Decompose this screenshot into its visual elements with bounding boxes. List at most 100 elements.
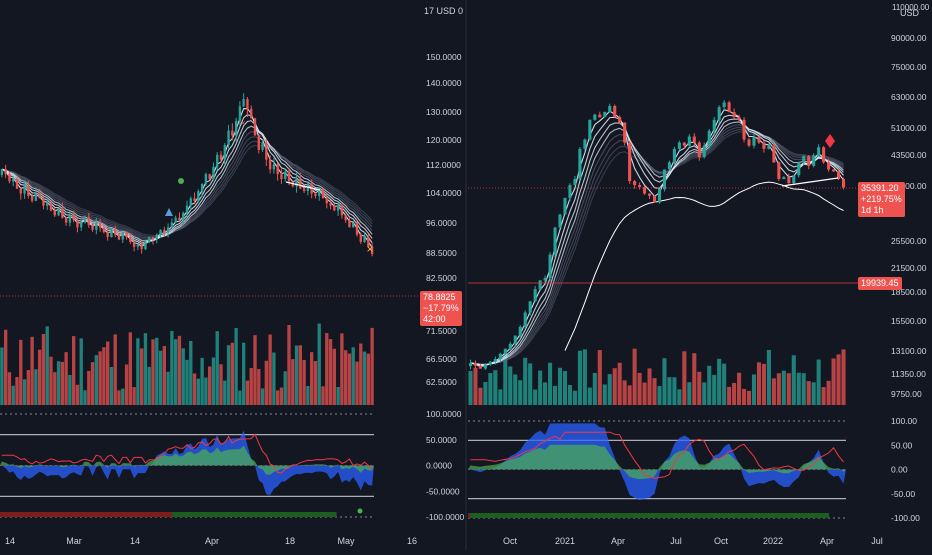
- candle-body: [129, 237, 132, 242]
- y-tick-label: 21500.00: [891, 263, 927, 273]
- candle-body: [792, 175, 796, 184]
- candle-body: [647, 193, 652, 196]
- volume-bar: [523, 357, 528, 405]
- candle-body: [98, 222, 102, 228]
- candle-body: [30, 195, 34, 201]
- volume-bar: [245, 380, 250, 405]
- volume-bar: [821, 387, 826, 405]
- candle-body: [603, 112, 607, 118]
- sell-cross-icon: ×: [240, 118, 245, 128]
- candle-body: [528, 301, 532, 313]
- volume-bar: [45, 326, 49, 405]
- candle-body: [231, 130, 234, 136]
- y-tick-label: 104.0000: [426, 188, 462, 198]
- volume-bar: [241, 342, 246, 405]
- x-tick-label: 2021: [555, 536, 575, 546]
- volume-bar: [766, 350, 771, 405]
- oscillator-red-line: [1, 433, 373, 474]
- candle-body: [757, 136, 761, 143]
- volume-bar: [806, 381, 811, 405]
- candle-body: [238, 106, 242, 121]
- candle-body: [0, 169, 4, 175]
- oscillator-tick-label: -100.00: [891, 513, 920, 523]
- candle-body: [132, 241, 136, 247]
- x-tick-label: 16: [407, 536, 417, 546]
- volume-bar: [826, 380, 831, 405]
- volume-bar: [98, 351, 102, 405]
- candle-body: [355, 222, 359, 235]
- left-countdown: 42:00: [423, 314, 446, 324]
- volume-bar: [771, 378, 776, 405]
- ema-ribbon-line: [470, 118, 844, 366]
- volume-bar: [340, 333, 344, 405]
- long-moving-average: [564, 181, 844, 351]
- volume-bar: [139, 348, 144, 405]
- volume-bar: [652, 378, 657, 405]
- candle-body: [797, 162, 801, 176]
- volume-bar: [143, 333, 148, 405]
- volume-bar: [279, 387, 284, 405]
- candle-body: [72, 215, 75, 221]
- volume-bar: [632, 348, 637, 405]
- candle-body: [49, 203, 53, 211]
- volume-bar: [543, 382, 548, 405]
- y-tick-label: 75000.00: [891, 62, 927, 72]
- candle-body: [148, 237, 151, 242]
- x-tick-label: 18: [285, 536, 295, 546]
- volume-bar: [347, 353, 352, 405]
- candle-body: [563, 197, 567, 215]
- candle-body: [613, 105, 617, 118]
- volume-bar: [612, 368, 617, 405]
- x-tick-label: Mar: [66, 536, 82, 546]
- volume-bar: [577, 350, 582, 405]
- candle-body: [352, 222, 355, 228]
- volume-bar: [53, 372, 57, 405]
- candle-body: [151, 237, 155, 240]
- candle-body: [782, 177, 786, 180]
- volume-bar: [102, 347, 106, 405]
- volume-bar: [60, 361, 65, 405]
- status-bar-green: [469, 513, 829, 518]
- candle-body: [284, 171, 287, 179]
- candle-body: [4, 169, 7, 175]
- candle-body: [777, 162, 781, 180]
- candle-body: [573, 179, 577, 186]
- volume-bar: [7, 372, 12, 405]
- candle-body: [182, 212, 185, 221]
- candle-body: [295, 179, 298, 187]
- candle-body: [268, 159, 272, 170]
- candle-body: [95, 222, 98, 230]
- volume-bar: [717, 358, 722, 405]
- candle-body: [38, 193, 41, 199]
- volume-bar: [166, 371, 170, 405]
- y-tick-label: 11350.00: [891, 369, 926, 379]
- candle-body: [533, 289, 537, 302]
- candle-body: [140, 244, 143, 250]
- candle-body: [578, 148, 582, 180]
- candle-body: [242, 99, 245, 107]
- candle-body: [638, 185, 642, 188]
- volume-bar: [370, 327, 374, 405]
- volume-bar: [37, 349, 42, 405]
- candle-body: [667, 162, 671, 170]
- y-tick-label: 62.5000: [426, 377, 457, 387]
- candle-body: [652, 195, 657, 203]
- volume-bar: [90, 362, 95, 405]
- volume-bar: [702, 382, 707, 405]
- volume-bar: [592, 373, 597, 405]
- candle-body: [623, 122, 627, 143]
- volume-bar: [582, 349, 587, 405]
- status-bar-green: [172, 512, 337, 517]
- candle-body: [125, 232, 128, 238]
- candle-body: [302, 188, 306, 192]
- volume-bar: [657, 386, 662, 405]
- candle-body: [174, 217, 177, 223]
- volume-bar: [68, 375, 72, 405]
- trendline: [781, 177, 839, 187]
- candle-body: [227, 130, 230, 146]
- volume-bar: [291, 359, 295, 405]
- candle-body: [747, 139, 751, 146]
- y-tick-label: 66.5000: [426, 354, 457, 364]
- candle-body: [223, 145, 226, 160]
